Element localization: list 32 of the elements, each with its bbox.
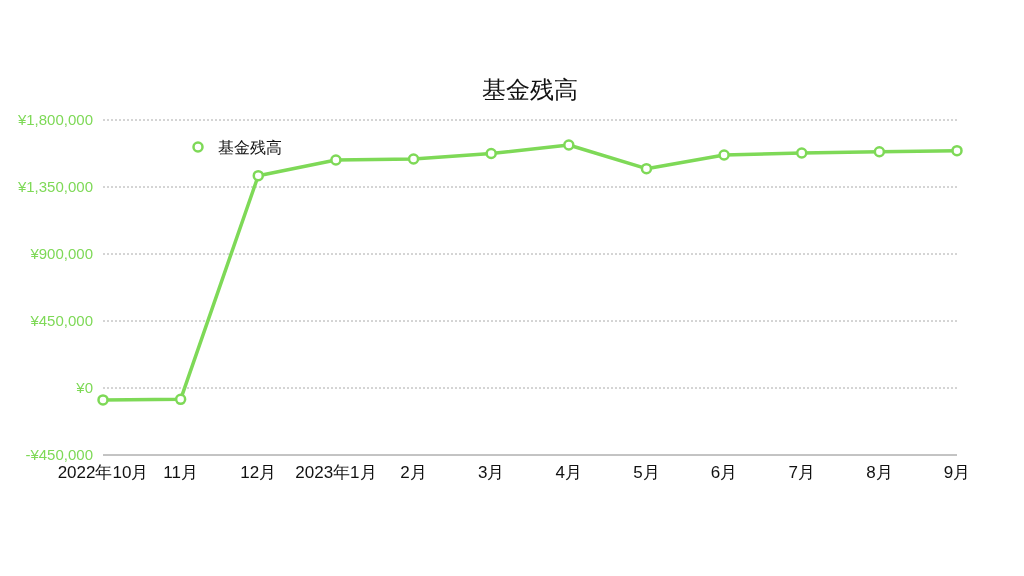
y-tick-label: ¥450,000 [29,312,93,329]
point [563,139,575,151]
chart-title: 基金残高 [482,76,578,103]
point [407,153,420,165]
point [718,149,730,161]
x-tick-label: 11月 [163,463,198,482]
x-tick-label: 5月 [633,463,660,482]
point [174,393,187,406]
x-tick-label: 4月 [555,463,583,482]
x-tick-label: 2月 [400,463,427,482]
y-tick-label: -¥450,000 [25,446,93,463]
x-tick-label: 2022年10月 [57,463,149,482]
point [485,147,497,160]
y-tick-label: ¥1,800,000 [16,111,93,128]
x-tick-label: 9月 [943,463,971,482]
point [951,144,963,157]
point [873,145,886,158]
x-tick-label: 7月 [788,463,815,482]
y-tick-label: ¥0 [75,379,93,396]
x-tick-label: 2023年1月 [295,463,377,482]
point [97,394,109,406]
point [252,169,265,182]
point [795,147,808,159]
x-tick-label: 6月 [710,463,738,482]
point [330,154,342,166]
legend-label: 基金残高 [218,139,282,156]
x-tick-label: 12月 [240,463,277,482]
x-tick-label: 3月 [477,463,505,482]
y-tick-label: ¥900,000 [29,245,93,262]
x-tick-label: 8月 [866,463,893,482]
point [640,162,653,175]
y-tick-label: ¥1,350,000 [16,178,93,195]
